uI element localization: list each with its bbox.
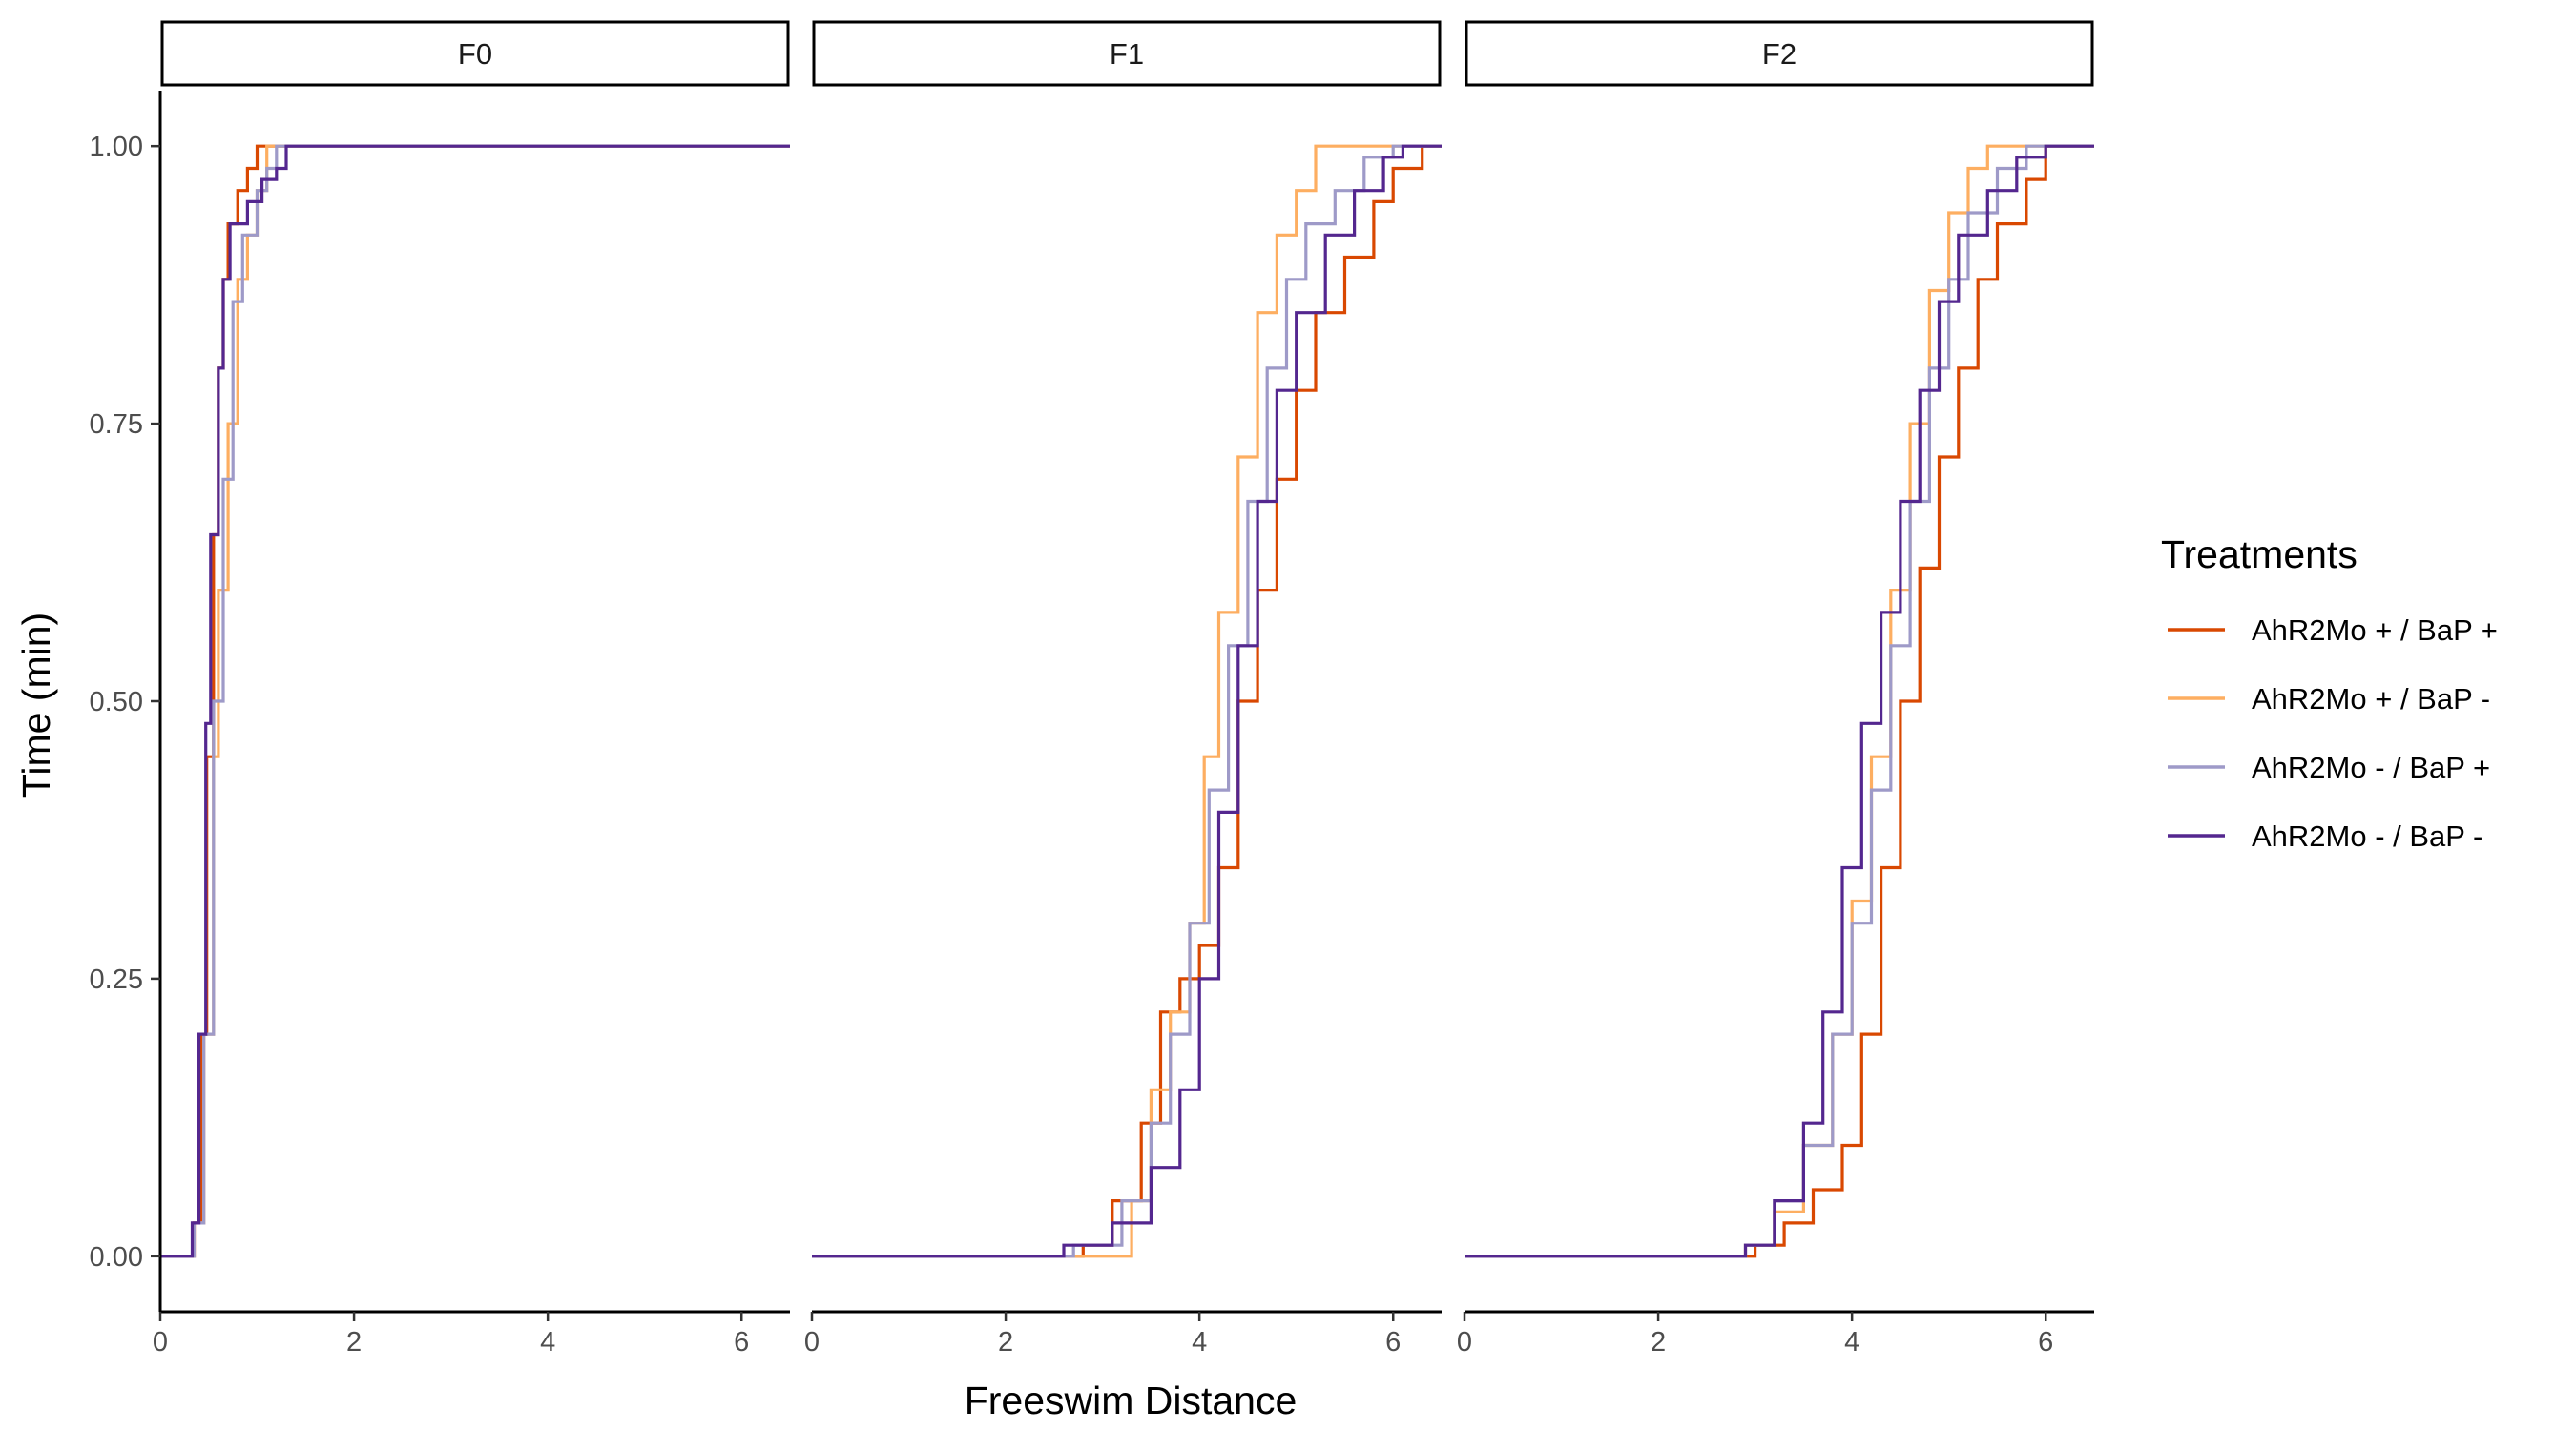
series-line xyxy=(160,144,790,1258)
x-tick-label: 2 xyxy=(1651,1327,1666,1358)
panel-f1: F1 0 2 4 6 xyxy=(804,20,1442,1358)
series-line xyxy=(812,144,1442,1258)
x-tick-label: 2 xyxy=(346,1327,362,1358)
y-tick-label: 0.50 xyxy=(90,687,143,717)
facet-label: F0 xyxy=(458,37,492,71)
legend-label: AhR2Mo + / BaP + xyxy=(2252,613,2498,647)
x-tick-label: 0 xyxy=(1457,1327,1472,1358)
series-line xyxy=(812,144,1442,1258)
x-tick-label: 6 xyxy=(1385,1327,1401,1358)
legend-title: Treatments xyxy=(2161,532,2358,576)
series-line xyxy=(160,144,790,1258)
series-line xyxy=(1465,144,2094,1258)
series-line xyxy=(812,144,1442,1258)
series-line xyxy=(812,144,1442,1258)
y-tick-label: 1.00 xyxy=(90,132,143,162)
legend-label: AhR2Mo + / BaP - xyxy=(2252,682,2490,716)
y-tick-label: 0.25 xyxy=(90,964,143,995)
x-tick-label: 2 xyxy=(998,1327,1013,1358)
x-tick-label: 0 xyxy=(804,1327,820,1358)
series-line xyxy=(1465,144,2094,1258)
facet-strip xyxy=(812,20,1442,87)
facet-label: F1 xyxy=(1110,37,1144,71)
legend-label: AhR2Mo - / BaP - xyxy=(2252,819,2483,853)
series-line xyxy=(1465,144,2094,1258)
x-tick-label: 0 xyxy=(153,1327,168,1358)
panel-f0: F0 0 2 4 6 xyxy=(153,20,790,1358)
legend: Treatments AhR2Mo + / BaP + AhR2Mo + / Ba… xyxy=(2161,532,2498,853)
x-tick-label: 6 xyxy=(2038,1327,2053,1358)
legend-label: AhR2Mo - / BaP + xyxy=(2252,751,2490,784)
panels-layer: F0 0 2 4 6 F1 0 2 4 6 F2 0 2 4 6 xyxy=(153,20,2094,1358)
facet-strip xyxy=(1465,20,2094,87)
series-line xyxy=(1465,144,2094,1258)
x-tick-label: 4 xyxy=(540,1327,555,1358)
y-axis-title: Time (min) xyxy=(14,612,58,798)
x-tick-label: 4 xyxy=(1192,1327,1207,1358)
y-tick-label: 0.00 xyxy=(90,1242,143,1273)
series-line xyxy=(160,144,790,1258)
y-axis: 0.00 0.25 0.50 0.75 1.00 xyxy=(90,91,162,1312)
facet-label: F2 xyxy=(1762,37,1797,71)
x-axis-title: Freeswim Distance xyxy=(965,1379,1298,1422)
facet-strip xyxy=(160,20,790,87)
panel-f2: F2 0 2 4 6 xyxy=(1457,20,2094,1358)
series-line xyxy=(160,144,790,1258)
y-tick-label: 0.75 xyxy=(90,409,143,440)
x-tick-label: 4 xyxy=(1844,1327,1859,1358)
x-tick-label: 6 xyxy=(734,1327,749,1358)
